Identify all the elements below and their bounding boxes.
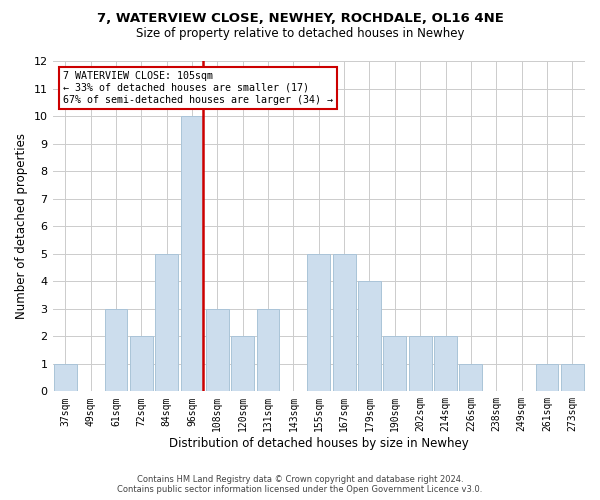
Bar [206, 309, 229, 392]
Bar [231, 336, 254, 392]
Bar [54, 364, 77, 392]
Bar [561, 364, 584, 392]
Bar [333, 254, 356, 392]
Text: Contains HM Land Registry data © Crown copyright and database right 2024.
Contai: Contains HM Land Registry data © Crown c… [118, 474, 482, 494]
Text: 7 WATERVIEW CLOSE: 105sqm
← 33% of detached houses are smaller (17)
67% of semi-: 7 WATERVIEW CLOSE: 105sqm ← 33% of detac… [63, 72, 333, 104]
Bar [257, 309, 280, 392]
Bar [434, 336, 457, 392]
Bar [460, 364, 482, 392]
Text: 7, WATERVIEW CLOSE, NEWHEY, ROCHDALE, OL16 4NE: 7, WATERVIEW CLOSE, NEWHEY, ROCHDALE, OL… [97, 12, 503, 26]
Bar [358, 282, 381, 392]
Bar [130, 336, 152, 392]
Bar [181, 116, 203, 392]
Bar [104, 309, 127, 392]
Text: Size of property relative to detached houses in Newhey: Size of property relative to detached ho… [136, 28, 464, 40]
Bar [383, 336, 406, 392]
Bar [536, 364, 559, 392]
Bar [307, 254, 330, 392]
X-axis label: Distribution of detached houses by size in Newhey: Distribution of detached houses by size … [169, 437, 469, 450]
Bar [409, 336, 431, 392]
Y-axis label: Number of detached properties: Number of detached properties [15, 134, 28, 320]
Bar [155, 254, 178, 392]
